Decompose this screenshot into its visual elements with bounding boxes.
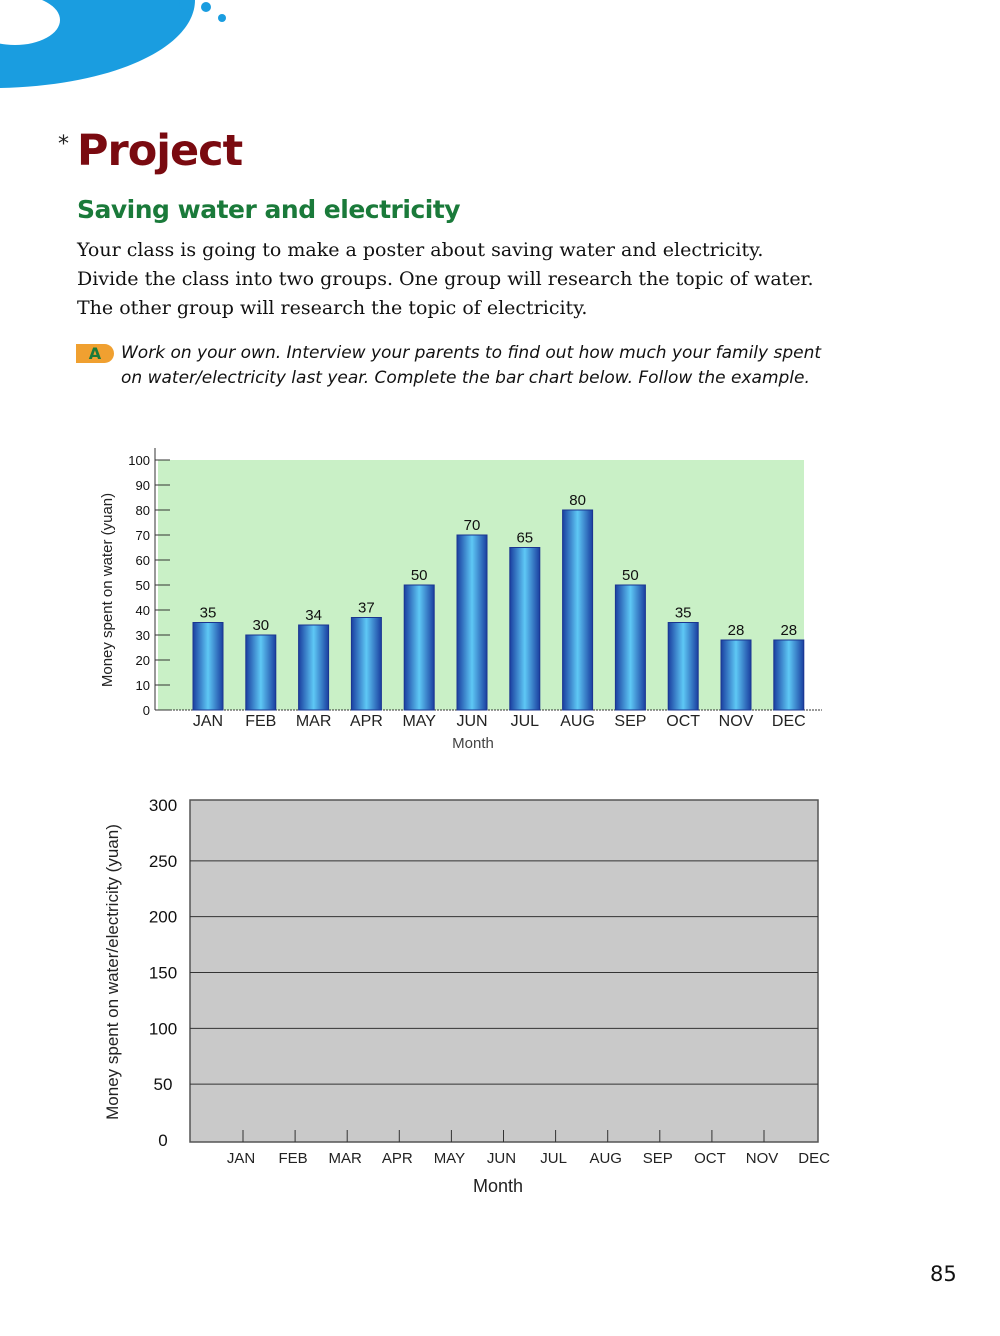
chart1-x-tick-label: DEC bbox=[772, 713, 806, 730]
decorative-dot bbox=[218, 14, 226, 22]
chart1-bar bbox=[350, 617, 382, 711]
title-asterisk: * bbox=[58, 132, 69, 157]
chart2-y-axis-title: Money spent on water/electricity (yuan) bbox=[103, 824, 122, 1120]
chart2-x-tick-label: FEB bbox=[279, 1150, 308, 1167]
intro-line: Your class is going to make a poster abo… bbox=[77, 239, 764, 261]
chart1-x-tick-label: JUN bbox=[456, 713, 487, 730]
chart2-x-tick-label: JAN bbox=[227, 1150, 255, 1167]
chart1-bar bbox=[509, 547, 541, 711]
decorative-splash-hole bbox=[0, 0, 60, 45]
chart1-y-tick-label: 20 bbox=[136, 653, 150, 668]
chart1-bar bbox=[456, 534, 488, 711]
chart1-bar bbox=[245, 634, 277, 711]
chart2-y-tick-label: 300 bbox=[149, 796, 177, 815]
task-line: Work on your own. Interview your parents… bbox=[121, 343, 822, 363]
chart1-y-tick-label: 50 bbox=[136, 578, 150, 593]
chart1-y-tick-label: 10 bbox=[136, 678, 150, 693]
chart1-data-label: 28 bbox=[728, 622, 745, 639]
chart1-x-tick-label: MAR bbox=[296, 713, 332, 730]
chart1-x-tick-label: APR bbox=[350, 713, 383, 730]
chart1-x-tick-label: SEP bbox=[614, 713, 646, 730]
chart2-y-tick-label: 0 bbox=[158, 1131, 167, 1150]
chart2-x-tick-label: AUG bbox=[589, 1150, 622, 1167]
chart1-data-label: 34 bbox=[305, 607, 322, 624]
chart1-bar bbox=[562, 509, 594, 711]
decorative-dot bbox=[179, 0, 193, 10]
chart2-x-tick-label: NOV bbox=[746, 1150, 779, 1167]
chart1-x-axis-title: Month bbox=[452, 735, 494, 752]
chart1-bar bbox=[720, 639, 752, 711]
chart1-data-label: 37 bbox=[358, 600, 375, 617]
chart2-y-tick-label: 50 bbox=[154, 1075, 173, 1094]
section-subtitle: Saving water and electricity bbox=[77, 195, 461, 224]
chart1-data-label: 70 bbox=[464, 517, 481, 534]
task-badge: A bbox=[76, 344, 114, 363]
chart1-data-label: 50 bbox=[622, 567, 639, 584]
chart1-y-tick-label: 0 bbox=[143, 703, 150, 718]
chart1-data-label: 50 bbox=[411, 567, 428, 584]
task-line: on water/electricity last year. Complete… bbox=[121, 368, 810, 388]
chart1-data-label: 28 bbox=[780, 622, 797, 639]
chart2-x-tick-label: JUL bbox=[540, 1150, 567, 1167]
chart1-x-tick-label: AUG bbox=[560, 713, 595, 730]
chart2-y-tick-label: 100 bbox=[149, 1019, 177, 1038]
decorative-blue-splash bbox=[0, 0, 226, 88]
chart1-x-tick-label: OCT bbox=[666, 713, 700, 730]
chart1-y-tick-label: 30 bbox=[136, 628, 150, 643]
chart2-x-tick-label: MAY bbox=[434, 1150, 465, 1167]
chart2-x-tick-label: DEC bbox=[798, 1150, 830, 1167]
chart1-data-label: 35 bbox=[675, 605, 692, 622]
water-bar-chart: 0 10 20 30 40 50 60 70 80 90 100 35 30 34 37 50 70 65 80 5… bbox=[99, 448, 830, 1196]
chart2-x-tick-label: SEP bbox=[643, 1150, 673, 1167]
chart1-bar bbox=[614, 584, 646, 711]
chart1-x-tick-label: JAN bbox=[193, 713, 223, 730]
chart1-data-label: 65 bbox=[516, 530, 533, 547]
chart1-y-axis-title: Money spent on water (yuan) bbox=[99, 493, 116, 687]
chart1-bar bbox=[403, 584, 435, 711]
page-number: 85 bbox=[930, 1262, 957, 1286]
chart1-x-tick-label: JUL bbox=[511, 713, 540, 730]
chart1-bar bbox=[667, 622, 699, 711]
chart1-y-tick-label: 40 bbox=[136, 603, 150, 618]
page-title: Project bbox=[77, 126, 243, 176]
chart2-y-tick-label: 150 bbox=[149, 964, 177, 983]
decorative-dot bbox=[201, 2, 211, 12]
chart1-y-tick-label: 80 bbox=[136, 503, 150, 518]
chart2-plot-background bbox=[189, 799, 819, 1143]
chart1-data-label: 30 bbox=[252, 617, 269, 634]
chart2-x-tick-label: JUN bbox=[487, 1150, 516, 1167]
chart1-y-tick-label: 60 bbox=[136, 553, 150, 568]
chart1-bar bbox=[192, 622, 224, 711]
chart2-y-tick-label: 250 bbox=[149, 852, 177, 871]
chart1-bar bbox=[298, 624, 330, 711]
chart2-x-axis-title: Month bbox=[473, 1176, 523, 1196]
chart1-x-tick-label: NOV bbox=[719, 713, 754, 730]
chart2-y-tick-label: 200 bbox=[149, 908, 177, 927]
chart1-x-tick-label: FEB bbox=[245, 713, 276, 730]
chart2-x-tick-label: OCT bbox=[694, 1150, 726, 1167]
chart1-y-tick-label: 90 bbox=[136, 478, 150, 493]
task-instructions: Work on your own. Interview your parents… bbox=[121, 341, 941, 391]
chart2-x-tick-label: APR bbox=[382, 1150, 413, 1167]
chart1-x-tick-label: MAY bbox=[402, 713, 436, 730]
intro-line: Divide the class into two groups. One gr… bbox=[77, 268, 814, 290]
chart1-bar bbox=[773, 639, 805, 711]
chart1-y-tick-label: 70 bbox=[136, 528, 150, 543]
chart1-y-tick-label: 100 bbox=[128, 453, 150, 468]
chart1-data-label: 35 bbox=[200, 605, 217, 622]
chart2-x-tick-label: MAR bbox=[329, 1150, 363, 1167]
intro-paragraph: Your class is going to make a poster abo… bbox=[77, 236, 957, 323]
intro-line: The other group will research the topic … bbox=[77, 297, 588, 319]
chart1-data-label: 80 bbox=[569, 492, 586, 509]
